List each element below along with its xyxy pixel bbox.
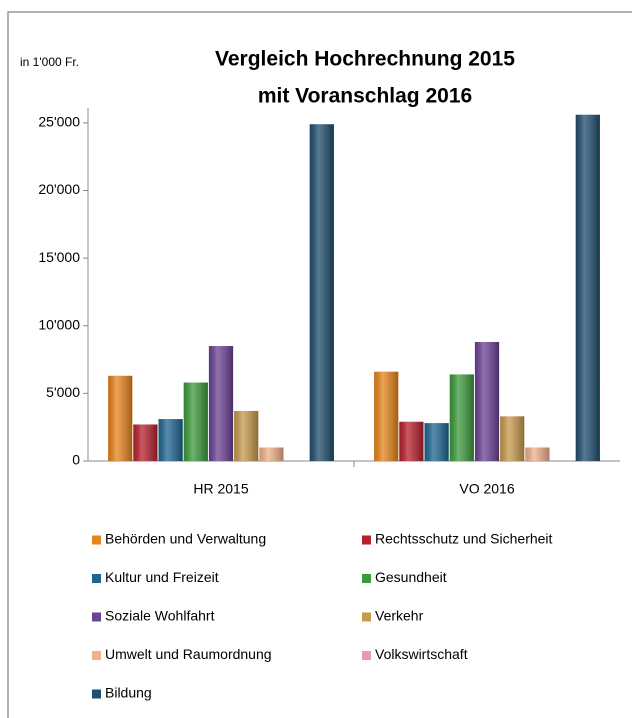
bar-shade <box>158 419 183 461</box>
legend-swatch <box>362 574 371 583</box>
legend-label: Rechtsschutz und Sicherheit <box>375 531 553 547</box>
legend-label: Volkswirtschaft <box>375 646 468 662</box>
bar-shade <box>525 447 550 461</box>
legend-label: Soziale Wohlfahrt <box>105 608 215 624</box>
bar-shade <box>424 423 449 461</box>
bar-shade <box>183 382 208 461</box>
y-tick-label: 25'000 <box>38 114 80 130</box>
legend-swatch <box>92 689 101 699</box>
legend-swatch <box>362 651 371 660</box>
bar-shade <box>449 374 474 461</box>
bar-shade <box>309 124 334 461</box>
y-tick-label: 15'000 <box>38 249 80 265</box>
legend-swatch <box>362 612 371 622</box>
bar-shade <box>259 447 284 461</box>
legend-swatch <box>92 535 101 545</box>
y-tick-label: 20'000 <box>38 181 80 197</box>
legend-swatch <box>92 574 101 583</box>
legend-label: Gesundheit <box>375 569 447 585</box>
y-tick-label: 5'000 <box>46 384 80 400</box>
legend-label: Kultur und Freizeit <box>105 569 219 585</box>
bar-shade <box>108 375 133 461</box>
x-tick-label: HR 2015 <box>193 481 248 497</box>
y-tick-label: 10'000 <box>38 316 80 332</box>
chart-title: Vergleich Hochrechnung 2015 <box>215 48 515 71</box>
bar-shade <box>208 346 234 461</box>
bar-shade <box>133 424 158 461</box>
legend-label: Bildung <box>105 685 152 701</box>
bar-shade <box>575 114 600 461</box>
legend-label: Behörden und Verwaltung <box>105 531 266 547</box>
legend-swatch <box>92 651 101 660</box>
legend-label: Umwelt und Raumordnung <box>105 646 272 662</box>
y-tick-label: 0 <box>72 452 80 468</box>
legend-swatch <box>92 612 101 622</box>
y-axis-label: in 1'000 Fr. <box>20 55 79 69</box>
frame <box>7 11 632 718</box>
chart-title: mit Voranschlag 2016 <box>258 85 472 108</box>
x-tick-label: VO 2016 <box>459 481 514 497</box>
bar-shade <box>234 410 259 461</box>
legend-swatch <box>362 535 371 545</box>
bar-shade <box>399 421 424 461</box>
bar-shade <box>374 371 399 461</box>
bar-shade <box>500 416 525 461</box>
bar-shade <box>474 341 500 461</box>
legend-label: Verkehr <box>375 608 424 624</box>
